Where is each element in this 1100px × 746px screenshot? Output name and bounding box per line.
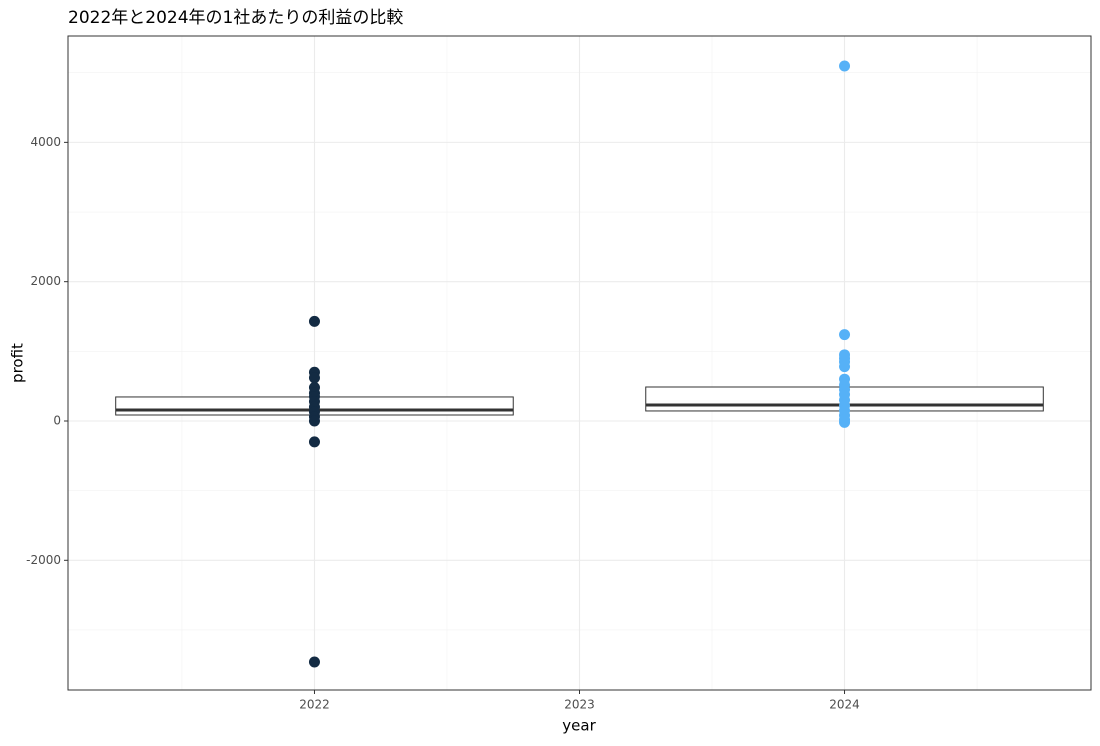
x-tick-label: 2022 [299,698,330,712]
data-point [308,415,320,427]
chart-title: 2022年と2024年の1社あたりの利益の比較 [68,8,403,28]
data-point [308,315,320,327]
x-axis-title: year [562,717,596,735]
x-tick-label: 2023 [564,698,595,712]
panel-border [67,35,1092,691]
y-tick-label: -2000 [26,553,61,567]
data-point [839,361,851,373]
data-point [308,656,320,668]
y-axis-title: profit [9,343,27,383]
x-tick-label: 2024 [829,698,860,712]
y-tick-label: 2000 [30,274,61,288]
data-point [308,372,320,384]
data-point [839,329,851,341]
y-tick-label: 0 [53,413,61,427]
y-tick-label: 4000 [30,135,61,149]
data-point [839,60,851,72]
data-point [308,436,320,448]
data-point [839,416,851,428]
